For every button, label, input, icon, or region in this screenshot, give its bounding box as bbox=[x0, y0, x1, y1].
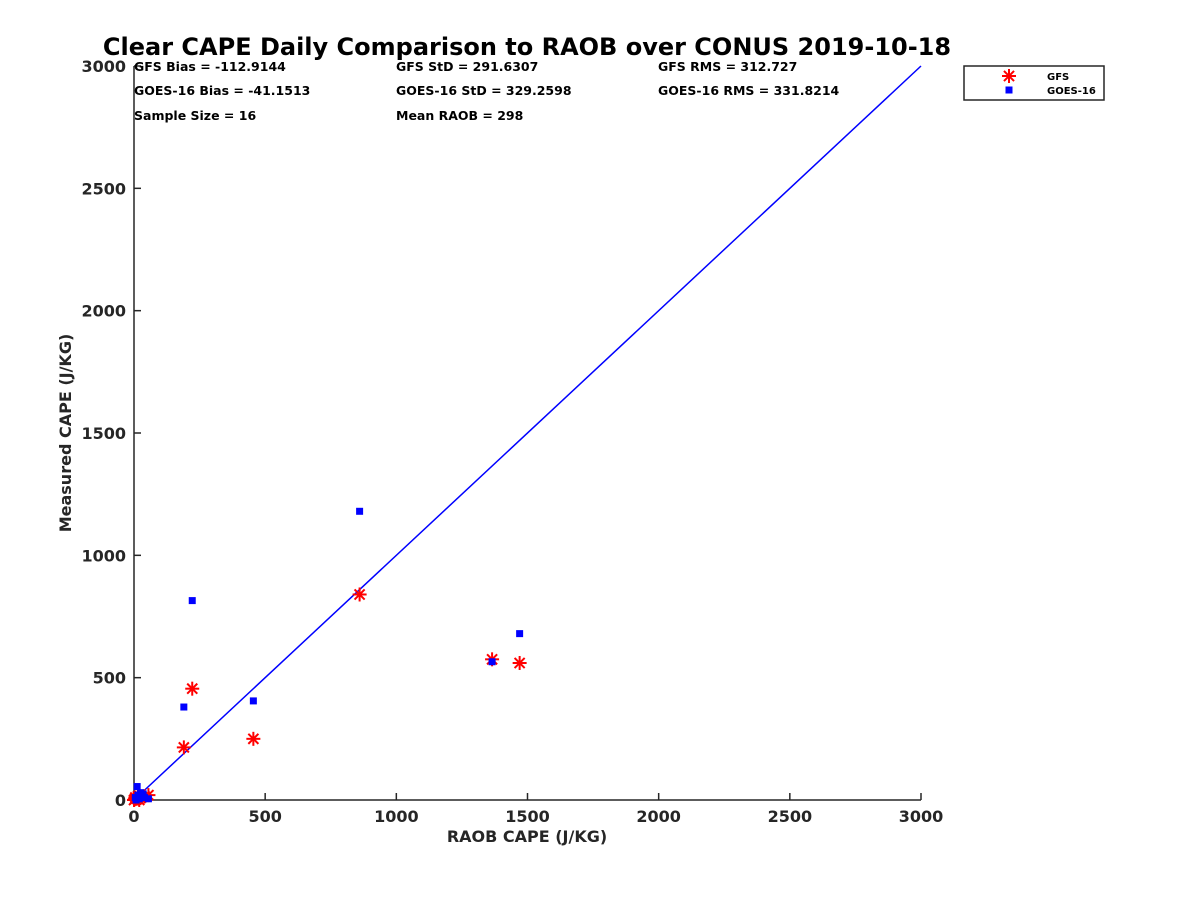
y-tick-label: 1000 bbox=[81, 546, 126, 565]
plot-axes: 0 500 1000 1500 2000 2500 3000 0 500 1000 1500 2000… bbox=[81, 57, 943, 826]
x-axis-label: RAOB CAPE (J/KG) bbox=[447, 827, 607, 846]
y-tick-label: 1500 bbox=[81, 424, 126, 443]
stat-label: GOES-16 RMS = 331.8214 bbox=[658, 83, 840, 98]
stat-label: GFS StD = 291.6307 bbox=[396, 59, 538, 74]
stat-label: GOES-16 Bias = -41.1513 bbox=[134, 83, 310, 98]
y-tick-label: 2500 bbox=[81, 179, 126, 198]
legend-entry-label: GOES-16 bbox=[1047, 86, 1096, 97]
data-points bbox=[127, 507, 527, 807]
legend-entry-label: GFS bbox=[1047, 72, 1069, 83]
goes16-point bbox=[180, 703, 188, 711]
x-tick-label: 3000 bbox=[899, 807, 944, 826]
stat-label: GFS RMS = 312.727 bbox=[658, 59, 797, 74]
goes16-point bbox=[488, 658, 496, 666]
goes16-point bbox=[356, 507, 364, 515]
reference-line-layer bbox=[133, 65, 922, 801]
stat-label: Sample Size = 16 bbox=[134, 108, 256, 123]
goes16-point bbox=[516, 630, 524, 638]
stat-label: Mean RAOB = 298 bbox=[396, 108, 523, 123]
y-tick-label: 0 bbox=[115, 791, 126, 810]
x-tick-label: 1500 bbox=[505, 807, 550, 826]
x-tick-label: 500 bbox=[248, 807, 281, 826]
goes16-point bbox=[188, 597, 196, 605]
asterisk-stroke bbox=[178, 741, 190, 754]
goes16-point bbox=[140, 794, 148, 802]
x-tick-label: 0 bbox=[128, 807, 139, 826]
goes16-point bbox=[249, 697, 257, 705]
asterisk-stroke bbox=[353, 588, 366, 601]
asterisk-stroke bbox=[186, 682, 198, 695]
legend-box bbox=[963, 65, 1105, 101]
asterisk-stroke bbox=[247, 733, 260, 745]
x-tick-label: 2000 bbox=[636, 807, 681, 826]
goes16-point bbox=[133, 783, 141, 791]
x-tick-label: 1000 bbox=[374, 807, 419, 826]
gfs-point bbox=[176, 740, 191, 755]
legend-gfs-marker bbox=[1002, 69, 1016, 83]
statistics-annotations: GFS Bias = -112.9144 GFS StD = 291.6307 GF… bbox=[134, 59, 840, 123]
gfs-point bbox=[352, 587, 367, 602]
chart-title: Clear CAPE Daily Comparison to RAOB over… bbox=[103, 33, 951, 61]
gfs-point bbox=[512, 655, 527, 670]
x-tick-label: 2500 bbox=[768, 807, 813, 826]
legend: GFS GOES-16 bbox=[963, 65, 1105, 101]
gfs-point bbox=[185, 681, 200, 696]
goes16-point bbox=[144, 795, 152, 803]
asterisk-stroke bbox=[513, 657, 526, 669]
goes16-point bbox=[139, 790, 147, 798]
legend-goes16-marker bbox=[1005, 86, 1013, 94]
goes16-point bbox=[132, 796, 140, 804]
stat-label: GFS Bias = -112.9144 bbox=[134, 59, 286, 74]
y-tick-label: 500 bbox=[93, 669, 126, 688]
y-axis-label: Measured CAPE (J/KG) bbox=[56, 334, 75, 533]
one-to-one-reference-line bbox=[133, 65, 922, 801]
stat-label: GOES-16 StD = 329.2598 bbox=[396, 83, 572, 98]
y-tick-label: 3000 bbox=[81, 57, 126, 76]
y-tick-label: 2000 bbox=[81, 302, 126, 321]
asterisk-stroke bbox=[1003, 70, 1015, 82]
series-goes-16 bbox=[131, 507, 524, 804]
gfs-point bbox=[246, 731, 261, 746]
